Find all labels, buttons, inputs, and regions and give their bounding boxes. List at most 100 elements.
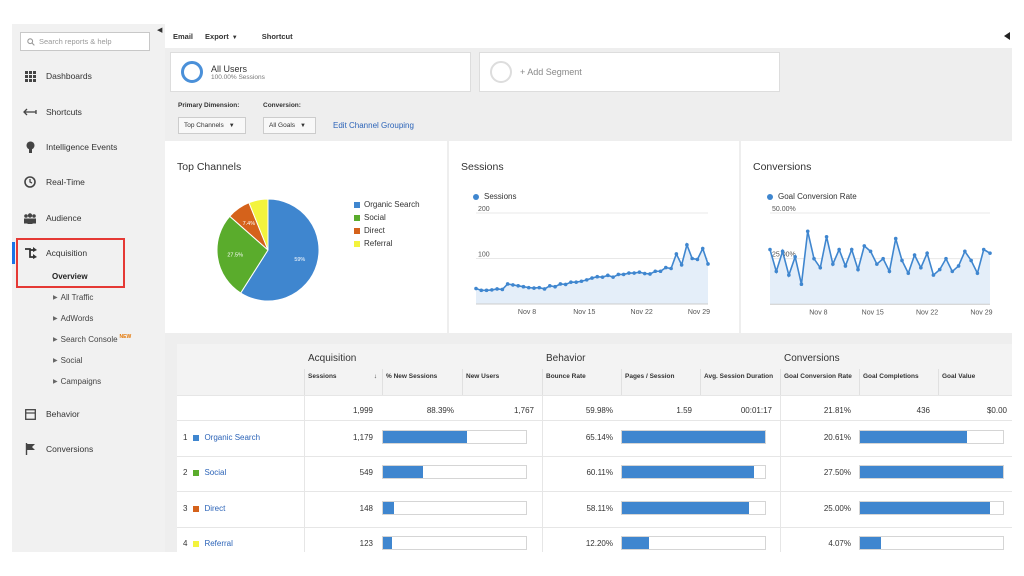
sort-desc-icon[interactable]: ↓ <box>373 373 377 380</box>
row-goal-conversion-rate: 25.00% <box>823 504 851 513</box>
export-button[interactable]: Export ▼ <box>205 32 250 41</box>
expand-icon: ▶ <box>53 316 58 322</box>
row-goal-conversion-rate: 27.50% <box>823 468 851 477</box>
sidebar-subitem-all-traffic[interactable]: ▶ All Traffic <box>53 293 93 302</box>
row-channel-name: 2 Social <box>183 468 226 477</box>
series-point <box>818 265 823 270</box>
chevron-down-icon: ▼ <box>228 122 235 129</box>
new-sessions-bar <box>382 536 527 550</box>
header-goal-value[interactable]: Goal Value <box>938 369 1012 395</box>
header-goal-completions[interactable]: Goal Completions <box>859 369 938 395</box>
series-point <box>495 287 499 291</box>
header-new-sessions[interactable]: % New Sessions <box>382 369 462 395</box>
series-point <box>768 247 772 252</box>
collapse-sidebar-icon[interactable]: ◀ <box>157 27 163 34</box>
series-point <box>653 269 658 274</box>
bar-fill <box>622 502 750 514</box>
channel-link[interactable]: Direct <box>204 504 226 513</box>
header-sessions[interactable]: Sessions ↓ <box>304 369 382 395</box>
series-point <box>642 271 647 276</box>
sessions-legend: Sessions <box>473 192 516 201</box>
legend-label: Social <box>364 213 386 222</box>
sidebar-item-conversions[interactable]: Conversions <box>12 439 165 459</box>
add-segment-button[interactable]: + Add Segment <box>479 52 780 92</box>
segment-all-users[interactable]: All Users 100.00% Sessions <box>170 52 471 92</box>
pie-chart: 59% 27.5% 7.4% <box>216 198 320 302</box>
header-new-users[interactable]: New Users <box>462 369 542 395</box>
header-goal-conversion-rate[interactable]: Goal Conversion Rate <box>780 369 859 395</box>
header-bounce-rate[interactable]: Bounce Rate <box>542 369 621 395</box>
series-point <box>690 256 694 261</box>
series-point <box>616 272 621 277</box>
series-point <box>925 251 929 255</box>
series-point <box>831 262 835 266</box>
sidebar-subitem-overview[interactable]: Overview <box>52 272 88 281</box>
bar-fill <box>860 466 1003 478</box>
row-divider <box>177 395 1012 396</box>
column-divider <box>780 395 781 552</box>
channel-link[interactable]: Referral <box>204 539 233 548</box>
row-bounce-rate: 58.11% <box>586 504 613 513</box>
total-goal-value: $0.00 <box>986 406 1007 415</box>
subitem-label: AdWords <box>60 314 94 323</box>
sidebar-item-shortcuts[interactable]: Shortcuts <box>12 102 165 122</box>
row-channel-name: 3 Direct <box>183 504 225 513</box>
series-point <box>780 249 785 254</box>
y-tick-label: 100 <box>478 252 490 259</box>
sidebar-subitem-social[interactable]: ▶ Social <box>53 356 82 365</box>
row-sessions: 1,179 <box>352 433 373 442</box>
bar-fill <box>383 502 395 514</box>
shortcut-button[interactable]: Shortcut <box>261 31 293 41</box>
segment-title: All Users <box>211 63 248 74</box>
series-point <box>579 279 584 284</box>
active-indicator <box>12 242 15 264</box>
subitem-label: All Traffic <box>60 293 94 302</box>
y-tick-label: 50.00% <box>772 206 796 213</box>
header-pages-session[interactable]: Pages / Session <box>621 369 700 395</box>
header-avg-session-duration[interactable]: Avg. Session Duration <box>700 369 780 395</box>
channel-link[interactable]: Social <box>204 468 227 477</box>
sidebar-item-behavior[interactable]: Behavior <box>12 404 165 424</box>
sidebar-item-acquisition[interactable]: Acquisition <box>12 243 165 263</box>
series-point <box>516 284 520 288</box>
sidebar-item-audience[interactable]: Audience <box>12 208 165 228</box>
total-new-sessions: 88.39% <box>426 406 454 415</box>
select-value: Top Channels <box>184 122 224 129</box>
search-input[interactable]: Search reports & help <box>20 32 150 51</box>
bar-fill <box>383 466 424 478</box>
edit-channel-grouping-link[interactable]: Edit Channel Grouping <box>333 121 414 130</box>
row-channel-name: 1 Organic Search <box>183 433 260 442</box>
sidebar-item-label: Shortcuts <box>46 107 82 117</box>
channel-link[interactable]: Organic Search <box>204 433 261 442</box>
expand-icon: ▶ <box>53 337 58 343</box>
bar-fill <box>860 502 991 514</box>
legend-label: Organic Search <box>364 200 420 209</box>
sidebar-item-label: Audience <box>46 213 82 223</box>
goal-conversion-bar <box>859 536 1004 550</box>
primary-dimension-select[interactable]: Top Channels ▼ <box>178 117 246 134</box>
select-value: All Goals <box>269 122 296 129</box>
megaphone-icon[interactable] <box>1004 32 1010 40</box>
bar-fill <box>622 466 754 478</box>
expand-icon: ▶ <box>53 358 58 364</box>
sidebar-item-label: Intelligence Events <box>46 142 118 152</box>
sidebar-item-dashboards[interactable]: Dashboards <box>12 66 165 86</box>
sidebar-subitem-adwords[interactable]: ▶ AdWords <box>53 314 93 323</box>
sidebar-subitem-search-console[interactable]: ▶ Search Console NEW <box>53 334 131 345</box>
channel-color-swatch <box>193 505 200 512</box>
sidebar-subitem-campaigns[interactable]: ▶ Campaigns <box>53 377 101 386</box>
legend-swatch <box>354 214 360 221</box>
series-point <box>843 264 848 268</box>
sidebar-item-intelligence-events[interactable]: Intelligence Events <box>12 137 165 157</box>
channels-table: Acquisition Behavior Conversions Session… <box>177 344 1012 552</box>
series-point <box>919 265 923 270</box>
people-icon <box>23 211 37 225</box>
total-avg-duration: 00:01:17 <box>740 406 772 415</box>
sidebar-item-real-time[interactable]: Real-Time <box>12 172 165 192</box>
column-divider <box>304 395 305 552</box>
flag-icon <box>23 442 37 456</box>
row-goal-conversion-rate: 20.61% <box>823 433 851 442</box>
email-button[interactable]: Email <box>173 31 194 41</box>
bar-fill <box>383 537 392 549</box>
conversion-select[interactable]: All Goals ▼ <box>263 117 316 134</box>
